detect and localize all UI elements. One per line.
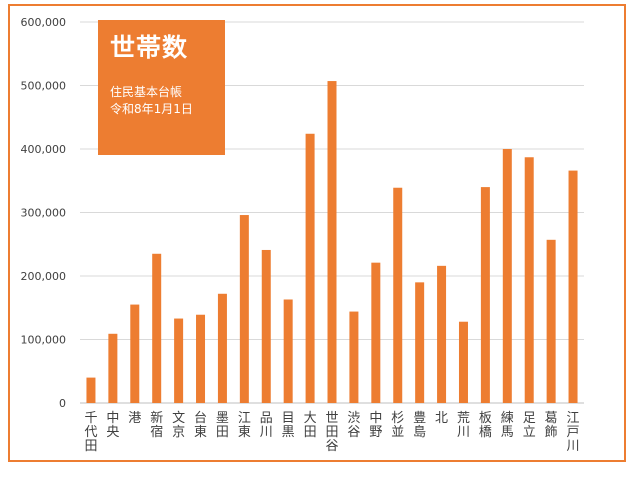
x-tick-label: 目黒 [282,411,295,440]
bar-板橋 [480,187,490,403]
x-tick-label: 江東 [238,411,251,440]
x-tick-label: 新宿 [150,410,163,440]
bar-千代田 [86,377,96,403]
y-tick-label: 100,000 [21,334,67,347]
bar-港 [130,304,140,403]
bar-江東 [239,215,249,403]
bar-新宿 [152,253,162,403]
chart-title: 世帯数 [110,33,189,62]
chart-subtitle: 住民基本台帳 令和8年1月1日 [110,84,193,118]
bar-葛飾 [546,239,556,403]
x-tick-label: 江戸川 [567,411,580,454]
x-tick-label: 中央 [106,411,119,440]
x-tick-label: 文京 [172,411,185,440]
y-tick-label: 300,000 [21,207,67,220]
bar-文京 [174,318,184,403]
bar-中野 [371,262,381,403]
y-tick-label: 0 [59,397,66,410]
x-tick-label: 豊島 [413,411,426,440]
y-tick-label: 500,000 [21,80,67,93]
x-tick-label: 台東 [194,411,207,440]
bar-練馬 [502,149,512,403]
bar-大田 [305,133,315,403]
x-tick-label: 大田 [304,411,317,440]
bars [86,81,578,404]
x-tick-label: 千代田 [84,411,97,454]
x-tick-label: 板橋 [479,411,492,440]
bar-世田谷 [327,81,337,404]
x-tick-label: 練馬 [501,411,514,440]
bar-足立 [524,157,534,403]
bar-豊島 [415,282,425,403]
x-tick-label: 葛飾 [545,411,558,440]
x-tick-label: 中野 [369,411,382,440]
x-tick-label: 港 [128,411,141,426]
subtitle-line-date: 令和8年1月1日 [110,102,193,116]
x-tick-label: 品川 [260,411,273,440]
title-box: 世帯数 住民基本台帳 令和8年1月1日 [98,20,225,155]
bar-墨田 [217,293,227,403]
x-tick-label: 足立 [523,411,536,440]
bar-北 [437,265,447,403]
y-tick-label: 200,000 [21,270,67,283]
bar-目黒 [283,299,293,403]
x-tick-label: 杉並 [391,411,404,440]
bar-江戸川 [568,170,578,403]
bar-台東 [196,314,206,403]
x-tick-label: 北 [435,411,448,426]
bar-品川 [261,249,271,403]
y-axis-ticks: 0 100,000 200,000 300,000 400,000 500,000 600,… [21,16,67,410]
x-tick-label: 世田谷 [325,411,338,454]
bar-渋谷 [349,311,359,403]
bar-中央 [108,333,118,403]
bar-杉並 [393,187,403,403]
x-tick-label: 墨田 [216,411,229,440]
subtitle-line-source: 住民基本台帳 [110,85,183,99]
x-tick-label: 荒川 [457,411,470,440]
y-tick-label: 600,000 [21,16,67,29]
x-tick-label: 渋谷 [347,411,360,440]
bar-荒川 [458,321,468,403]
y-tick-label: 400,000 [21,143,67,156]
